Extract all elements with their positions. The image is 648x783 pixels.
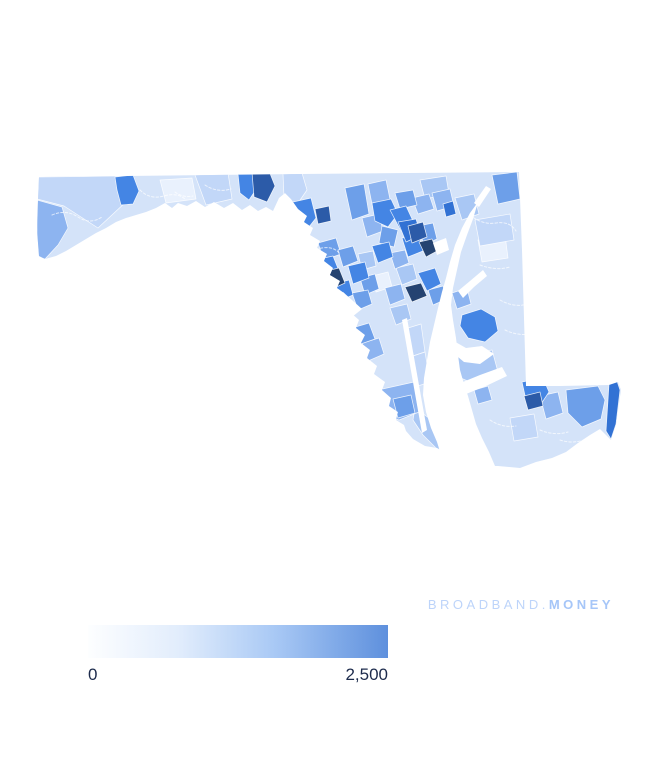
brand-watermark: BROADBAND.MONEY [428,597,614,613]
legend-min-label: 0 [88,665,98,684]
legend-gradient-bar [88,625,388,658]
legend-labels: 0 2,500 [88,666,388,683]
legend-max-label: 2,500 [345,665,388,684]
maryland-choropleth-map[interactable] [0,0,648,520]
maryland-map-svg[interactable] [0,0,648,520]
brand-broadband-text: BROADBAND. [427,597,549,612]
legend: 0 2,500 [88,625,388,683]
brand-money-text: MONEY [548,597,614,612]
